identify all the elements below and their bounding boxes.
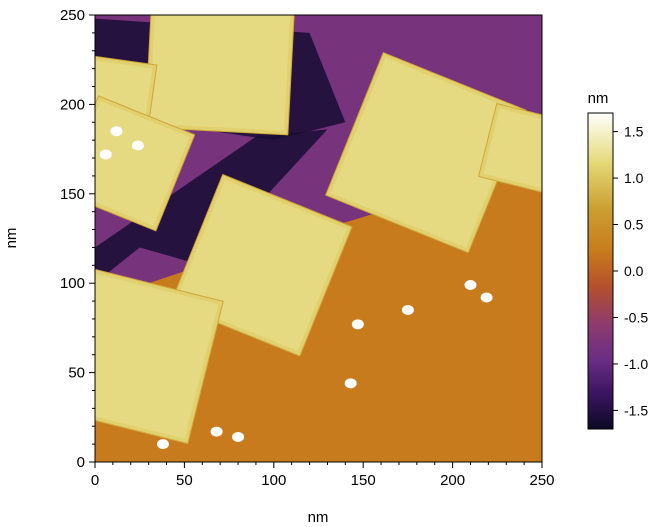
colorbar-label: nm — [588, 90, 609, 107]
particle — [99, 149, 112, 160]
origami-tile-highlight — [95, 101, 190, 226]
particle — [232, 431, 245, 442]
y-tick-label: 0 — [77, 454, 85, 471]
y-tick-label: 250 — [60, 7, 85, 24]
x-tick-label: 150 — [351, 472, 376, 489]
x-tick-label: 0 — [91, 472, 99, 489]
colorbar-tick-label: -1.5 — [624, 402, 648, 418]
y-tick-label: 50 — [68, 365, 85, 382]
origami-tile — [477, 102, 542, 196]
particle — [210, 426, 223, 437]
colorbar-tick-label: 1.5 — [624, 124, 644, 140]
y-axis: 0 50 100 150 200 250 — [60, 7, 96, 471]
particle — [480, 292, 493, 303]
colorbar-ticks: 1.5 1.0 0.5 0.0 -0.5 -1.0 -1.5 — [613, 124, 648, 418]
x-tick-label: 50 — [176, 472, 193, 489]
colorbar-tick-label: 1.0 — [624, 170, 644, 186]
colorbar — [587, 112, 614, 430]
particle — [156, 439, 169, 450]
y-tick-label: 100 — [60, 275, 85, 292]
particle — [401, 305, 414, 316]
colorbar-tick-label: 0.0 — [624, 263, 644, 279]
x-tick-label: 100 — [261, 472, 286, 489]
colorbar-tick-label: -0.5 — [624, 309, 648, 325]
origami-tile — [95, 95, 196, 232]
origami-tile — [144, 15, 296, 136]
height-map-image — [95, 15, 542, 462]
x-axis: 0 50 100 150 200 250 — [91, 461, 555, 489]
origami-tile-highlight — [95, 270, 219, 439]
x-tick-label: 250 — [529, 472, 554, 489]
y-tick-label: 150 — [60, 186, 85, 203]
particle — [351, 319, 364, 330]
particle — [464, 279, 477, 290]
colorbar-tick-label: -1.0 — [624, 356, 648, 372]
y-axis-label: nm — [3, 228, 20, 249]
x-tick-label: 200 — [440, 472, 465, 489]
x-axis-label: nm — [308, 509, 329, 526]
origami-tile-highlight — [483, 108, 542, 190]
particle — [131, 140, 144, 151]
origami-tile-highlight — [330, 57, 521, 248]
y-tick-label: 200 — [60, 96, 85, 113]
origami-tile-highlight — [149, 15, 292, 131]
origami-tile — [95, 265, 224, 445]
colorbar-tick-label: 0.5 — [624, 217, 644, 233]
particle — [344, 378, 357, 389]
particle — [110, 126, 123, 137]
